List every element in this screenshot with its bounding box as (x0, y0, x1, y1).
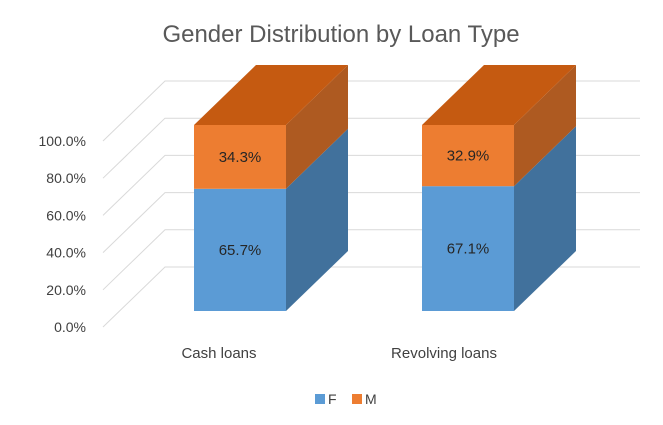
bar-m-0 (194, 125, 286, 189)
y-tick-label: 80.0% (46, 170, 86, 186)
legend-swatch-m (352, 394, 362, 404)
legend-label-f: F (328, 391, 337, 407)
data-label-f-1: 67.1% (447, 241, 490, 258)
bar-f-1 (422, 186, 514, 311)
x-category-label: Cash loans (181, 345, 256, 362)
bar-side-m-0 (286, 65, 348, 189)
bar-side-f-1 (514, 126, 576, 311)
legend-swatch-f (315, 394, 325, 404)
chart-title: Gender Distribution by Loan Type (162, 21, 519, 48)
bar-m-1 (422, 125, 514, 187)
y-tick-label: 60.0% (46, 207, 86, 223)
x-axis: Cash loans Revolving loans (181, 345, 496, 362)
bar-side-f-0 (286, 128, 348, 311)
x-category-label: Revolving loans (391, 345, 497, 362)
data-label-f-0: 65.7% (219, 242, 262, 259)
bar-top-0 (194, 65, 348, 125)
y-tick-label: 0.0% (54, 319, 86, 335)
y-tick-label: 40.0% (46, 245, 86, 261)
data-label-m-1: 32.9% (447, 148, 490, 165)
gridline-0 (102, 266, 640, 328)
bar-top-1 (422, 65, 576, 125)
data-label-m-0: 34.3% (219, 149, 262, 166)
bar-side-m-1 (514, 65, 576, 187)
y-axis: 0.0% 20.0% 40.0% 60.0% 80.0% 100.0% (39, 133, 86, 335)
y-tick-label: 100.0% (39, 133, 86, 149)
bars: 65.7% 34.3% 67.1% 32.9% (194, 65, 576, 311)
legend-label-m: M (365, 391, 377, 407)
bar-f-0 (194, 188, 286, 311)
y-tick-label: 20.0% (46, 282, 86, 298)
